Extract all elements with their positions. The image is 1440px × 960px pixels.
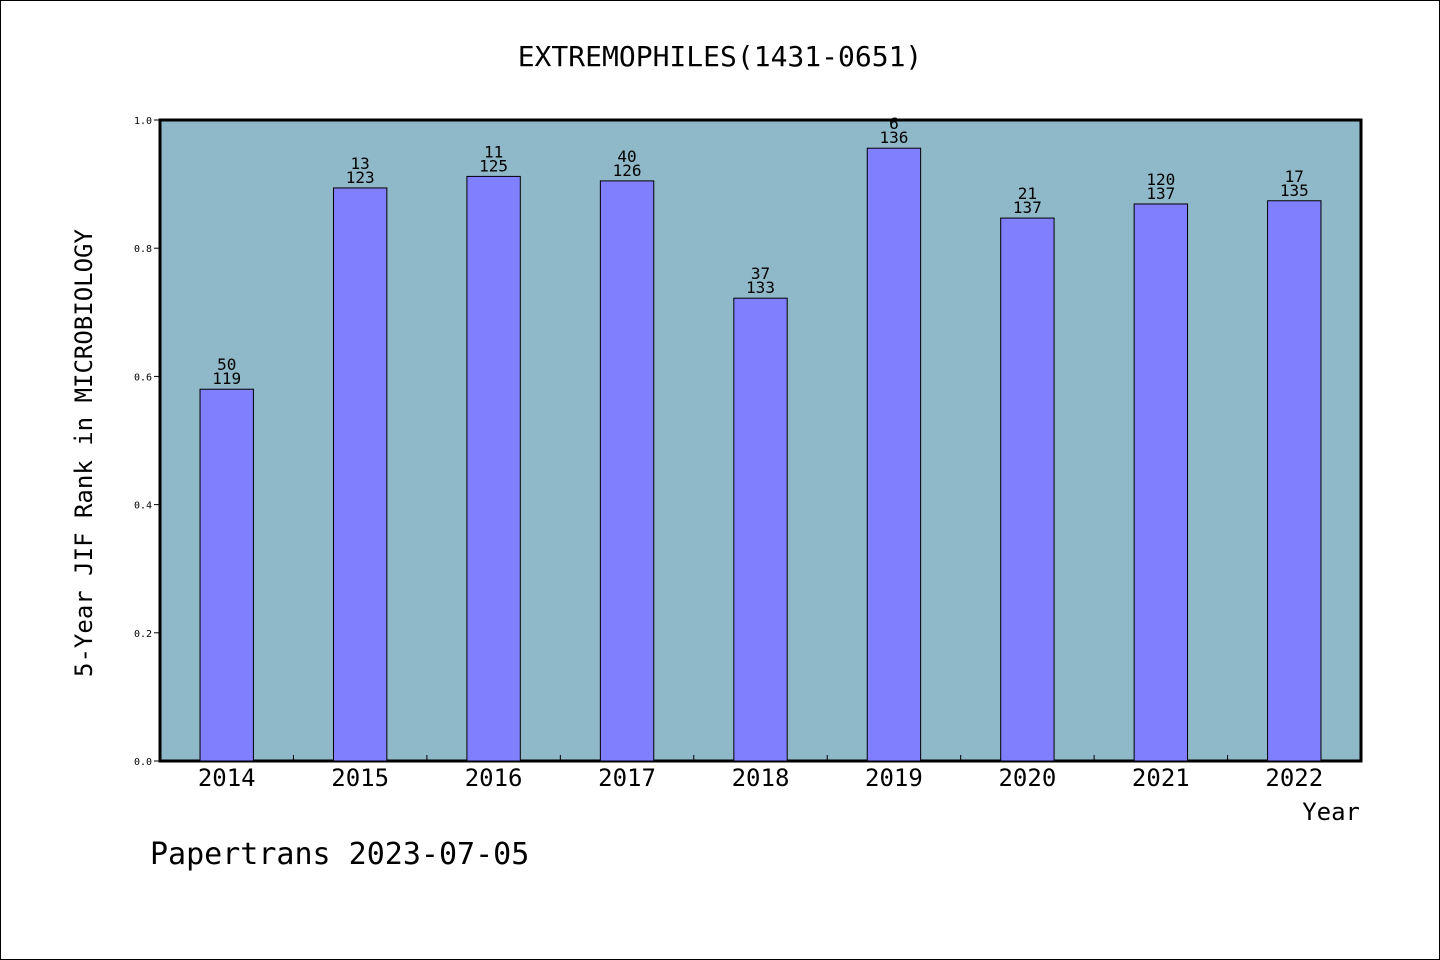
bar-rank-label: 13	[351, 154, 370, 173]
x-axis-label: Year	[1302, 798, 1360, 826]
x-tick-label: 2017	[598, 764, 656, 792]
x-tick-label: 2018	[732, 764, 790, 792]
bar-2021	[1133, 203, 1189, 762]
bar-total-label: 135	[1280, 181, 1309, 200]
bar-2022	[1267, 200, 1322, 762]
x-tick-label: 2014	[198, 764, 256, 792]
bar-rank-label: 37	[751, 264, 770, 283]
bar-total-label: 133	[746, 278, 775, 297]
bar-2018	[733, 297, 788, 762]
bar-2019	[866, 147, 922, 762]
bar-total-label: 126	[613, 161, 642, 180]
bar-2017	[599, 180, 655, 762]
bar-rank-label: 21	[1018, 184, 1037, 203]
watermark-text: Papertrans 2023-07-05	[150, 837, 529, 872]
bar-rank-label: 40	[617, 147, 636, 166]
x-axis: 2014 2015 2016 2017 2018 2019 2020 2021 2022	[198, 755, 1323, 792]
bar-rank-label: 17	[1285, 167, 1304, 186]
bar-2016	[466, 175, 521, 762]
x-tick-label: 2021	[1132, 764, 1190, 792]
bar-total-label: 136	[879, 128, 908, 147]
bar-total-label: 125	[479, 156, 508, 175]
bar-total-label: 137	[1146, 184, 1175, 203]
bar-2014	[199, 388, 254, 762]
bars-group: 5011913123111254012637133613621137120137…	[199, 114, 1322, 762]
y-tick-label: 0.0	[134, 757, 152, 768]
bar-rank-label: 11	[484, 142, 503, 161]
bar-rank-label: 50	[217, 355, 236, 374]
bar-2020	[1000, 217, 1055, 762]
bar-total-label: 137	[1013, 198, 1042, 217]
y-tick-label: 0.2	[134, 629, 152, 640]
bar-total-label: 119	[212, 369, 241, 388]
y-tick-label: 0.4	[134, 501, 152, 512]
x-tick-label: 2022	[1265, 764, 1323, 792]
bar-rank-label: 120	[1146, 170, 1175, 189]
y-tick-label: 1.0	[134, 116, 152, 127]
y-axis-label: 5-Year JIF Rank in MICROBIOLOGY	[70, 228, 98, 676]
y-axis: 0.0 0.2 0.4 0.6 0.8 1.0	[134, 116, 160, 768]
x-tick-label: 2020	[998, 764, 1056, 792]
x-tick-label: 2019	[865, 764, 923, 792]
y-tick-label: 0.8	[134, 244, 152, 255]
bar-total-label: 123	[346, 168, 375, 187]
chart-title: EXTREMOPHILES(1431-0651)	[518, 40, 923, 73]
y-tick-label: 0.6	[134, 372, 152, 383]
x-tick-label: 2015	[331, 764, 389, 792]
bar-rank-label: 6	[889, 114, 899, 133]
bar-2015	[332, 187, 388, 762]
x-tick-label: 2016	[465, 764, 523, 792]
